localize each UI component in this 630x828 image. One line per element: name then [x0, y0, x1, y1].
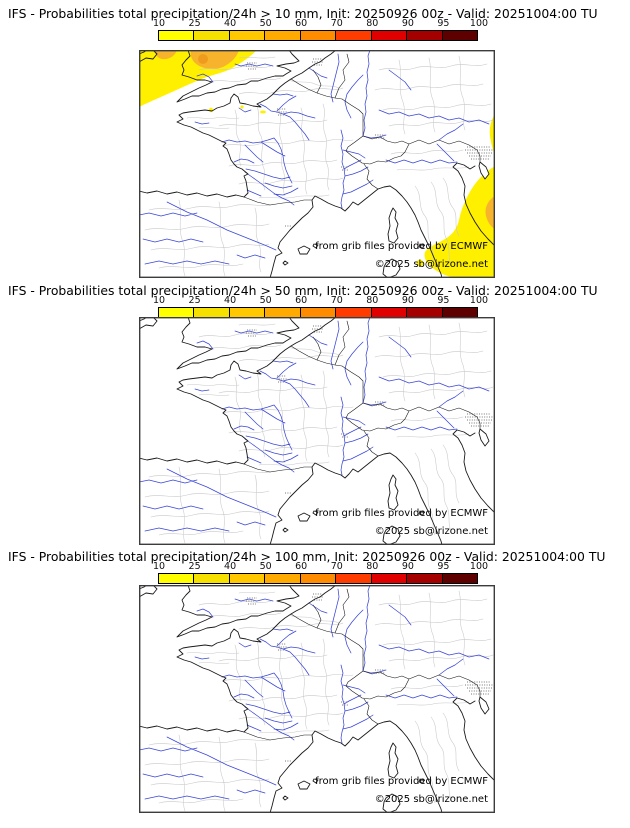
- panel-precip-gt-100mm: IFS - Probabilities total precipitation/…: [0, 550, 630, 820]
- panel-title: IFS - Probabilities total precipitation/…: [8, 6, 598, 21]
- credit-copyright: ©2025 sb@irizone.net: [374, 526, 488, 537]
- tick-label: 10: [152, 561, 166, 572]
- credit-ecmwf: from grib files provided by ECMWF: [315, 776, 488, 787]
- tick-label: 95: [437, 561, 450, 572]
- tick-label: 60: [295, 295, 308, 306]
- colorbar-segment: [300, 308, 337, 317]
- tick-label: 60: [295, 18, 308, 29]
- colorbar-segment: [159, 31, 195, 40]
- colorbar-segment: [442, 308, 477, 317]
- tick-label: 40: [224, 561, 237, 572]
- tick-label: 100: [469, 295, 489, 306]
- credit-copyright: ©2025 sb@irizone.net: [374, 794, 488, 805]
- colorbar-segment: [229, 308, 266, 317]
- tick-label: 10: [152, 295, 166, 306]
- map-precip-gt-10mm: from grib files provided by ECMWF ©2025 …: [139, 50, 495, 278]
- tick-label: 90: [401, 561, 414, 572]
- colorbar-segment: [229, 574, 266, 583]
- colorbar-segment: [371, 574, 408, 583]
- tick-label: 90: [401, 18, 414, 29]
- tick-label: 60: [295, 561, 308, 572]
- colorbar-segment: [336, 574, 372, 583]
- tick-label: 80: [366, 295, 379, 306]
- colorbar-segment: [300, 31, 337, 40]
- colorbar-segment: [194, 308, 230, 317]
- tick-label: 25: [188, 18, 201, 29]
- colorbar-segment: [371, 308, 408, 317]
- tick-label: 95: [437, 18, 450, 29]
- probability-colorbar: [158, 573, 478, 584]
- colorbar-segment: [159, 574, 195, 583]
- tick-label: 50: [259, 18, 272, 29]
- credit-ecmwf: from grib files provided by ECMWF: [315, 241, 488, 252]
- tick-label: 10: [152, 18, 166, 29]
- colorbar-segment: [442, 574, 477, 583]
- panel-precip-gt-50mm: IFS - Probabilities total precipitation/…: [0, 284, 630, 554]
- colorbar-segment: [265, 31, 301, 40]
- colorbar-segment: [407, 574, 443, 583]
- map-precip-gt-100mm: from grib files provided by ECMWF ©2025 …: [139, 585, 495, 813]
- colorbar-segment: [407, 31, 443, 40]
- credit-ecmwf: from grib files provided by ECMWF: [315, 508, 488, 519]
- colorbar-segment: [159, 308, 195, 317]
- colorbar-segment: [300, 574, 337, 583]
- tick-label: 90: [401, 295, 414, 306]
- colorbar-segment: [229, 31, 266, 40]
- panel-title: IFS - Probabilities total precipitation/…: [8, 549, 606, 564]
- colorbar-segment: [442, 31, 477, 40]
- probability-colorbar: [158, 30, 478, 41]
- tick-label: 70: [330, 295, 343, 306]
- tick-label: 100: [469, 561, 489, 572]
- colorbar-segment: [194, 31, 230, 40]
- colorbar-segment: [265, 574, 301, 583]
- colorbar-segment: [336, 31, 372, 40]
- tick-label: 100: [469, 18, 489, 29]
- tick-label: 50: [259, 561, 272, 572]
- colorbar-segment: [371, 31, 408, 40]
- colorbar-segment: [194, 574, 230, 583]
- tick-label: 25: [188, 561, 201, 572]
- tick-label: 40: [224, 295, 237, 306]
- map-precip-gt-50mm: from grib files provided by ECMWF ©2025 …: [139, 317, 495, 545]
- colorbar-segment: [407, 308, 443, 317]
- tick-label: 50: [259, 295, 272, 306]
- tick-label: 25: [188, 295, 201, 306]
- credit-copyright: ©2025 sb@irizone.net: [374, 259, 488, 270]
- tick-label: 70: [330, 18, 343, 29]
- tick-label: 80: [366, 561, 379, 572]
- panel-title: IFS - Probabilities total precipitation/…: [8, 283, 598, 298]
- tick-label: 40: [224, 18, 237, 29]
- colorbar-segment: [265, 308, 301, 317]
- colorbar-segment: [336, 308, 372, 317]
- tick-label: 70: [330, 561, 343, 572]
- tick-label: 80: [366, 18, 379, 29]
- panel-precip-gt-10mm: IFS - Probabilities total precipitation/…: [0, 6, 630, 278]
- tick-label: 95: [437, 295, 450, 306]
- probability-colorbar: [158, 307, 478, 318]
